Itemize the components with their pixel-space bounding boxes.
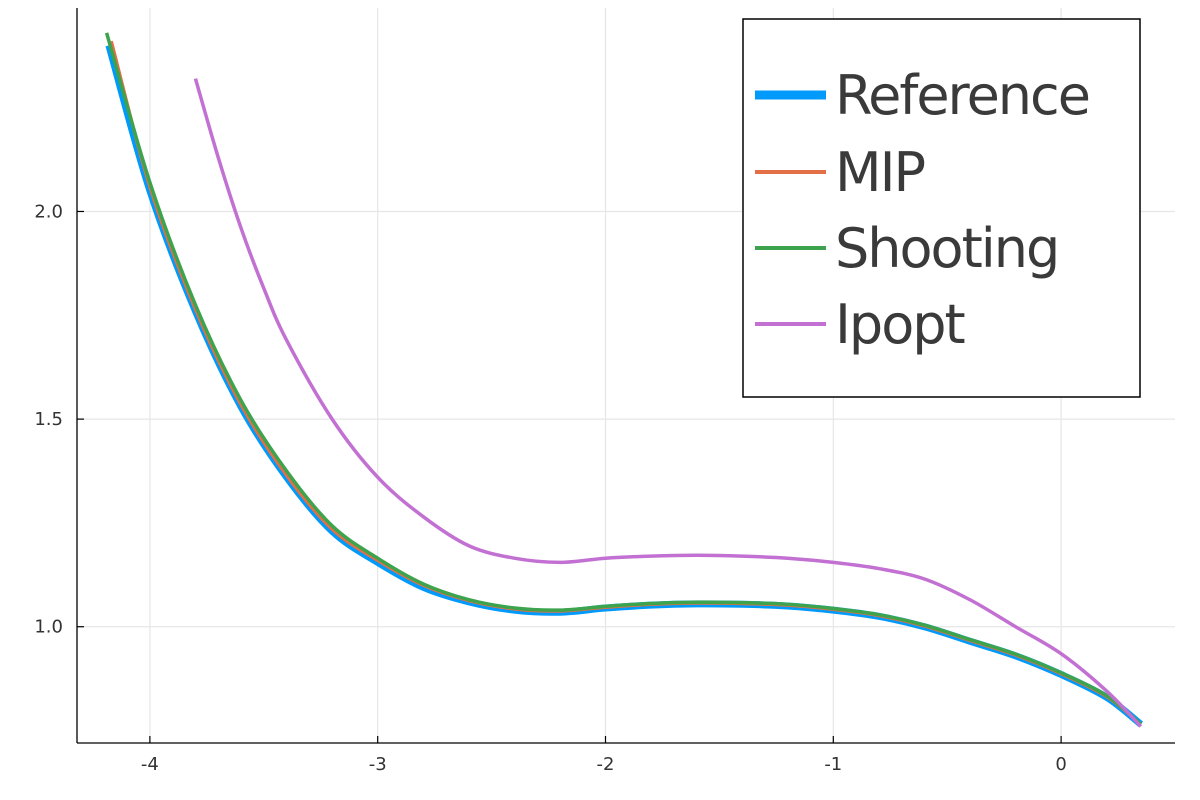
series-line-ipopt — [193, 78, 1143, 728]
legend-label-reference: Reference — [835, 64, 1089, 127]
series-line-shooting — [104, 32, 1142, 726]
legend: Reference MIP Shooting Ipopt — [742, 18, 1141, 398]
series-layer — [104, 32, 1144, 728]
legend-box — [742, 18, 1141, 398]
x-tick-label: -3 — [369, 754, 387, 775]
x-tick-label: 0 — [1055, 754, 1066, 775]
y-tick-label: 2.0 — [34, 201, 63, 222]
tick-labels: -4 -3 -2 -1 0 1.0 1.5 2.0 — [34, 201, 1066, 775]
axes — [76, 8, 1175, 744]
legend-label-mip: MIP — [835, 141, 925, 204]
x-tick-label: -4 — [141, 754, 159, 775]
x-tick-label: -2 — [597, 754, 615, 775]
legend-label-ipopt: Ipopt — [835, 293, 965, 356]
x-tick-label: -1 — [824, 754, 842, 775]
y-tick-label: 1.5 — [34, 409, 63, 430]
y-tick-label: 1.0 — [34, 617, 63, 638]
legend-label-shooting: Shooting — [835, 217, 1058, 280]
